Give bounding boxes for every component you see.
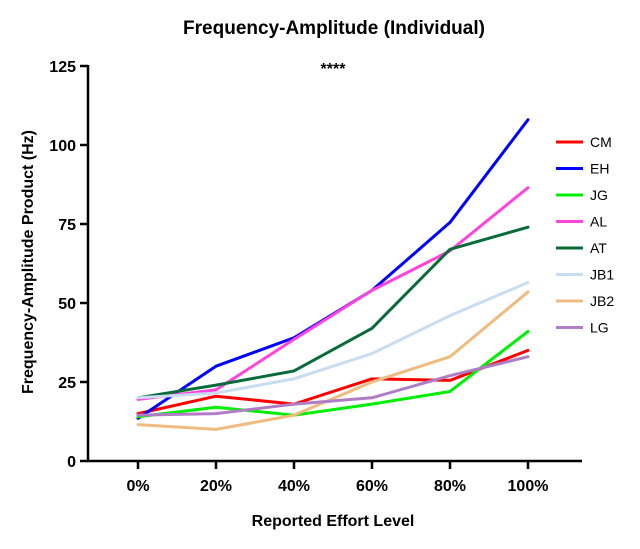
y-axis-label: Frequency-Amplitude Product (Hz) [20, 130, 37, 394]
x-tick-label: 40% [278, 478, 310, 495]
x-axis-label: Reported Effort Level [252, 513, 415, 530]
series-line-cm [136, 348, 530, 416]
legend: CM EH JG AL AT JB1 JB2 LG [556, 134, 614, 336]
y-tick-label: 0 [67, 454, 76, 471]
x-tick-label: 80% [434, 478, 466, 495]
x-tick-label: 60% [356, 478, 388, 495]
series-line-al [136, 186, 530, 401]
legend-label-jb2: JB2 [590, 293, 614, 309]
axes: 0 25 50 75 100 125 0% 20% 40% 60% 80% 100% [49, 59, 582, 495]
series-line-jb2 [136, 290, 530, 431]
x-tick-label: 100% [508, 478, 549, 495]
series-line-lg [136, 355, 530, 417]
legend-label-lg: LG [590, 320, 609, 336]
series-layer [136, 118, 530, 431]
legend-label-cm: CM [590, 134, 612, 150]
legend-label-jg: JG [590, 187, 608, 203]
legend-label-at: AT [590, 240, 607, 256]
series-line-jb1 [136, 280, 530, 400]
significance-annotation: **** [321, 61, 347, 78]
y-tick-label: 50 [58, 296, 76, 313]
legend-label-jb1: JB1 [590, 267, 614, 283]
x-tick-label: 20% [200, 478, 232, 495]
y-tick-label: 25 [58, 375, 76, 392]
y-tick-label: 125 [49, 59, 76, 76]
legend-label-eh: EH [590, 161, 609, 177]
x-tick-label: 0% [126, 478, 149, 495]
series-line-jg [136, 329, 530, 419]
chart-title: Frequency-Amplitude (Individual) [183, 18, 485, 39]
y-tick-label: 100 [49, 138, 76, 155]
legend-label-al: AL [590, 214, 607, 230]
y-tick-label: 75 [58, 217, 76, 234]
series-line-at [136, 225, 530, 400]
